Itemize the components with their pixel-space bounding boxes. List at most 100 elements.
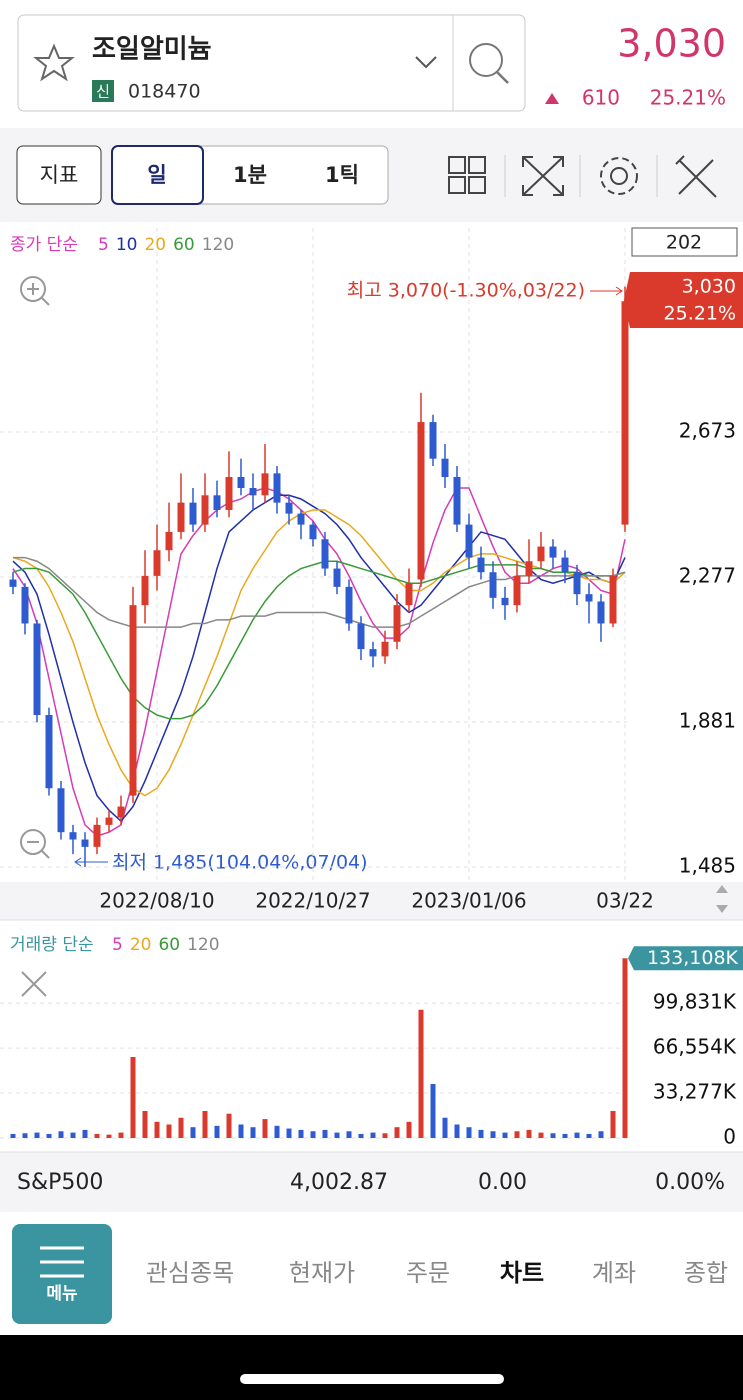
high-arrow [590, 286, 623, 296]
low-arrow [74, 857, 108, 867]
candle-body [213, 495, 221, 510]
nav-tab[interactable]: 현재가 [289, 1259, 355, 1287]
candle-body [9, 579, 17, 587]
legend-entry: 5 [112, 935, 123, 955]
volume-bar [274, 1125, 280, 1138]
volume-bar [130, 1057, 136, 1138]
volume-tag [628, 946, 743, 971]
legend-entry: 20 [144, 235, 166, 255]
volume-bar [250, 1127, 256, 1138]
candle-body [429, 422, 437, 459]
volume-bar [514, 1131, 520, 1138]
volume-bar [382, 1133, 388, 1138]
period-label[interactable]: 1분 [233, 163, 267, 187]
change-pct: 25.21% [650, 86, 726, 110]
volume-bar [22, 1133, 28, 1138]
zoom-out [27, 841, 50, 859]
volume-bar [406, 1121, 412, 1138]
x-tick-label: 2022/08/10 [99, 889, 214, 913]
nav-tab[interactable]: 종합 [684, 1259, 728, 1287]
search-box[interactable] [17, 14, 526, 112]
period-button[interactable] [111, 145, 204, 205]
candle-body [141, 575, 149, 606]
candle-body [105, 817, 113, 825]
search-icon[interactable] [469, 43, 503, 77]
candle-body [189, 502, 197, 525]
period-label[interactable]: 1틱 [325, 163, 359, 187]
nav-tab[interactable]: 차트 [500, 1259, 544, 1287]
candle-body [225, 477, 233, 510]
nav-tab[interactable]: 주문 [406, 1259, 450, 1287]
candle-body [129, 605, 137, 796]
volume-bar [622, 958, 628, 1138]
candle-body [597, 601, 605, 624]
resize-icon[interactable] [716, 885, 728, 913]
volume-bar [442, 1117, 448, 1138]
ticker-bg [0, 1152, 743, 1212]
candle-body [549, 546, 557, 558]
menu-icon [40, 1246, 84, 1278]
candle-body [321, 539, 329, 569]
volume-bar [142, 1111, 148, 1138]
high-note: 최고 3,070(-1.30%,03/22) [347, 280, 585, 302]
nav-tab[interactable]: 관심종목 [146, 1259, 234, 1287]
menu-button[interactable] [12, 1224, 112, 1324]
volume-bar [598, 1131, 604, 1138]
ticker-name: S&P500 [17, 1170, 103, 1195]
candle-body [609, 575, 617, 624]
volume-bar [538, 1132, 544, 1138]
candle-body [345, 586, 353, 624]
volume-bar [430, 1084, 436, 1138]
zoom-out[interactable] [20, 829, 46, 855]
plot: 관심종목 현재가 주문 차트 계좌 종합 2022/08/10 2022/10/27 2023/… [0, 228, 743, 1287]
ma-legend-title: 종가 단순 [10, 235, 78, 255]
volume-bar [586, 1133, 592, 1138]
home-indicator[interactable] [240, 1374, 504, 1384]
nav-tab[interactable]: 계좌 [592, 1259, 636, 1287]
candle-body [465, 524, 473, 558]
volume-bar [562, 1133, 568, 1138]
last-pct: 25.21% [664, 303, 736, 325]
volume-bar [454, 1124, 460, 1138]
candle-body [573, 572, 581, 595]
period-label[interactable]: 일 [147, 163, 166, 187]
volume-bar [490, 1131, 496, 1138]
y-tick-label: 66,554K [653, 1035, 737, 1059]
volume-bar [106, 1134, 112, 1138]
zoom-in[interactable] [20, 276, 46, 302]
candle-body [177, 502, 185, 532]
indicator-label: 지표 [40, 163, 79, 187]
volume-bar [502, 1132, 508, 1138]
indicator-button[interactable] [16, 145, 102, 205]
ticker-change: 0.00 [478, 1170, 527, 1195]
volume-bar [610, 1111, 616, 1138]
candle-body [453, 477, 461, 525]
close-icon[interactable] [21, 971, 47, 997]
candle-body [273, 473, 281, 503]
volume-bar [178, 1117, 184, 1138]
candle-body [417, 422, 425, 580]
legend-entry: 120 [187, 935, 219, 955]
candle-body [309, 524, 317, 540]
volume-tag-label: 133,108K [647, 947, 739, 969]
candle-body [501, 597, 509, 606]
volume-bar [370, 1132, 376, 1138]
dropdown-icon[interactable] [415, 56, 437, 69]
volume-bar [310, 1131, 316, 1138]
toolbar-icons[interactable] [448, 155, 717, 198]
x-tick-label: 2023/01/06 [411, 889, 526, 913]
last-price-tag [624, 272, 743, 328]
candle-body [585, 594, 593, 602]
y-tick-label: 0 [723, 1125, 736, 1149]
volume-legend-title: 거래량 단순 [10, 935, 94, 955]
candle-body [441, 458, 449, 478]
legend-entry: 120 [202, 235, 234, 255]
candle-body [93, 824, 101, 847]
badge-bg [92, 80, 114, 102]
candle-body [381, 641, 389, 657]
candle-body [297, 513, 305, 525]
volume-bar [70, 1132, 76, 1138]
star-icon[interactable] [33, 43, 75, 82]
y-tick-label: 99,831K [653, 990, 737, 1014]
